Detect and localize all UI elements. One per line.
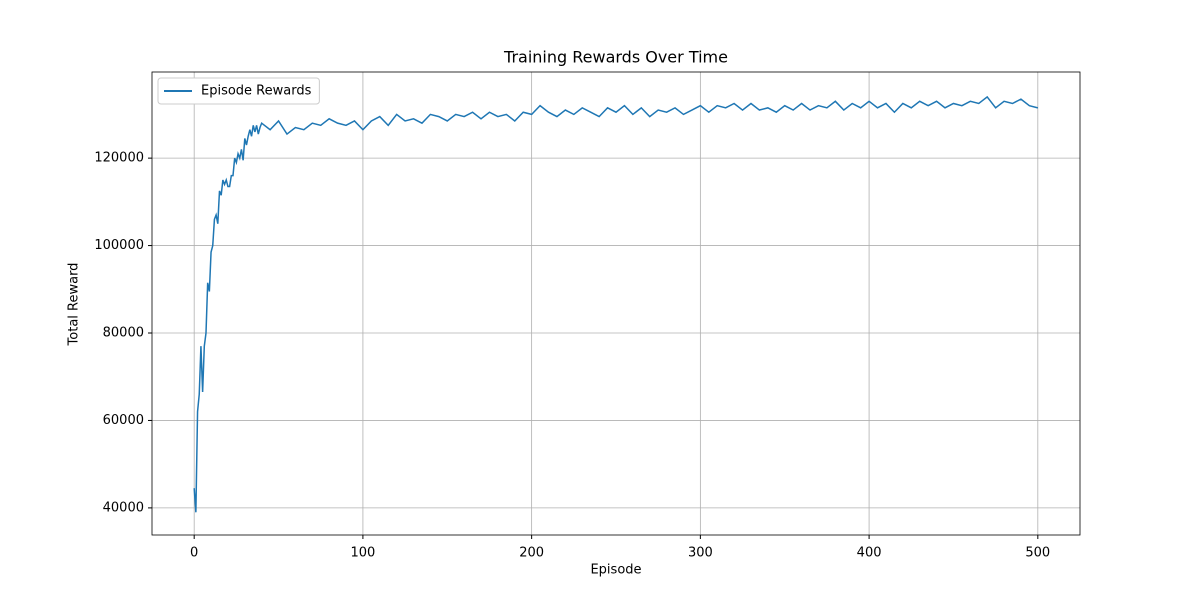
plot-frame — [151, 71, 1081, 536]
legend-label: Episode Rewards — [201, 84, 312, 99]
line-series — [193, 95, 1039, 513]
y-tick-label: 120000 — [94, 151, 144, 166]
y-tick-label: 60000 — [103, 413, 144, 428]
y-tick-label: 80000 — [103, 326, 144, 341]
x-tick-label: 0 — [190, 546, 198, 561]
y-tick-label: 100000 — [94, 238, 144, 253]
x-tick-label: 500 — [1025, 546, 1050, 561]
x-tick-label: 200 — [519, 546, 544, 561]
x-tick-label: 400 — [857, 546, 882, 561]
y-axis-label: Total Reward — [67, 263, 82, 347]
chart-title: Training Rewards Over Time — [503, 48, 728, 67]
x-tick-label: 300 — [688, 546, 713, 561]
x-axis-label: Episode — [590, 563, 641, 578]
x-tick-label: 100 — [350, 546, 375, 561]
legend-box — [157, 77, 320, 105]
y-tick-label: 40000 — [103, 500, 144, 515]
